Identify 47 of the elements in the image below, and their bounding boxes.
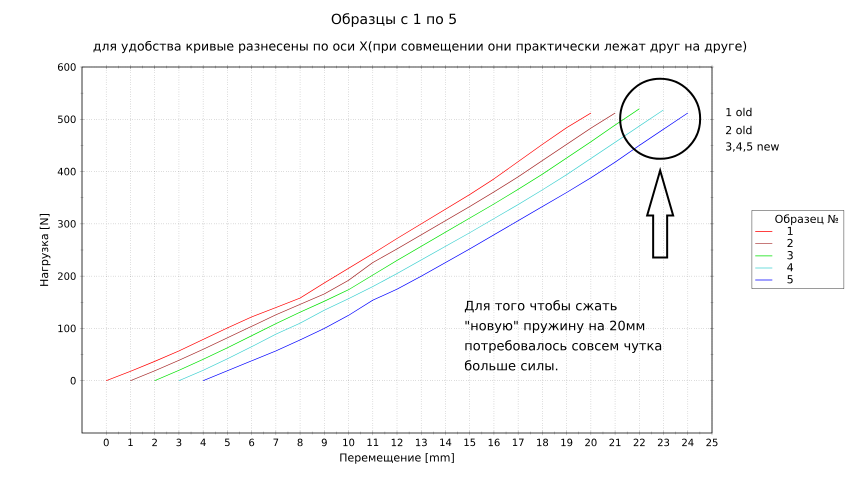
legend-label: 3 xyxy=(788,251,793,260)
annotation: Для того чтобы сжать "новую" пружину на 20мм потребовалось совсем чутка больше силы. xyxy=(464,300,662,370)
y-tick-label: 600 xyxy=(58,63,76,71)
legend-label: 4 xyxy=(787,263,794,272)
x-tick-label: 22 xyxy=(634,438,645,446)
x-tick-label: 25 xyxy=(706,438,718,446)
legend-label: 5 xyxy=(788,275,793,284)
x-tick-label: 4 xyxy=(200,438,206,446)
x-axis-title: Перемещение [mm] xyxy=(340,453,454,464)
legend-label: 1 xyxy=(788,226,793,235)
x-tick-label: 14 xyxy=(440,438,452,446)
y-tick-label: 400 xyxy=(58,168,76,176)
x-tick-label: 11 xyxy=(368,438,378,446)
chart-subtitle: для удобства кривые разнесены по оси X(при совмещении они практически лежат друг на друге) xyxy=(94,40,746,54)
x-tick-label: 3 xyxy=(176,438,182,446)
text: 1 old xyxy=(726,108,752,116)
x-tick-label: 15 xyxy=(464,438,476,446)
y-tick-label: 300 xyxy=(58,220,76,228)
x-tick-label: 6 xyxy=(249,438,254,446)
x-tick-label: 12 xyxy=(392,438,402,446)
y-tick-label: 0 xyxy=(70,376,76,384)
x-tick-label: 19 xyxy=(561,438,572,446)
x-tick-label: 21 xyxy=(609,438,621,446)
x-tick-label: 13 xyxy=(416,438,427,446)
x-tick-label: 10 xyxy=(343,438,354,446)
x-tick-label: 1 xyxy=(128,438,133,446)
y-axis-title: Нагрузка [N] xyxy=(40,214,50,286)
x-tick-label: 23 xyxy=(658,438,670,446)
x-tick-label: 0 xyxy=(104,438,109,446)
x-tick-label: 24 xyxy=(682,438,694,446)
x-tick-label: 17 xyxy=(512,438,524,446)
x-tick-label: 18 xyxy=(537,438,548,446)
x-tick-label: 8 xyxy=(298,438,303,446)
chart-title: Образцы с 1 по 5 xyxy=(332,13,456,27)
y-tick-label: 100 xyxy=(58,324,76,332)
legend-label: 2 xyxy=(787,238,793,248)
x-tick-label: 7 xyxy=(273,438,278,446)
legend-title: Образец № xyxy=(775,214,838,226)
x-tick-label: 9 xyxy=(322,438,327,446)
x-tick-label: 5 xyxy=(224,438,230,446)
y-tick-label: 200 xyxy=(58,272,76,280)
x-tick-label: 16 xyxy=(488,438,500,446)
x-tick-label: 2 xyxy=(152,438,157,446)
y-tick-label: 500 xyxy=(58,116,76,124)
text: 3,4,5 new xyxy=(726,142,779,152)
text: 2 old xyxy=(726,126,752,134)
x-tick-label: 20 xyxy=(585,438,597,446)
